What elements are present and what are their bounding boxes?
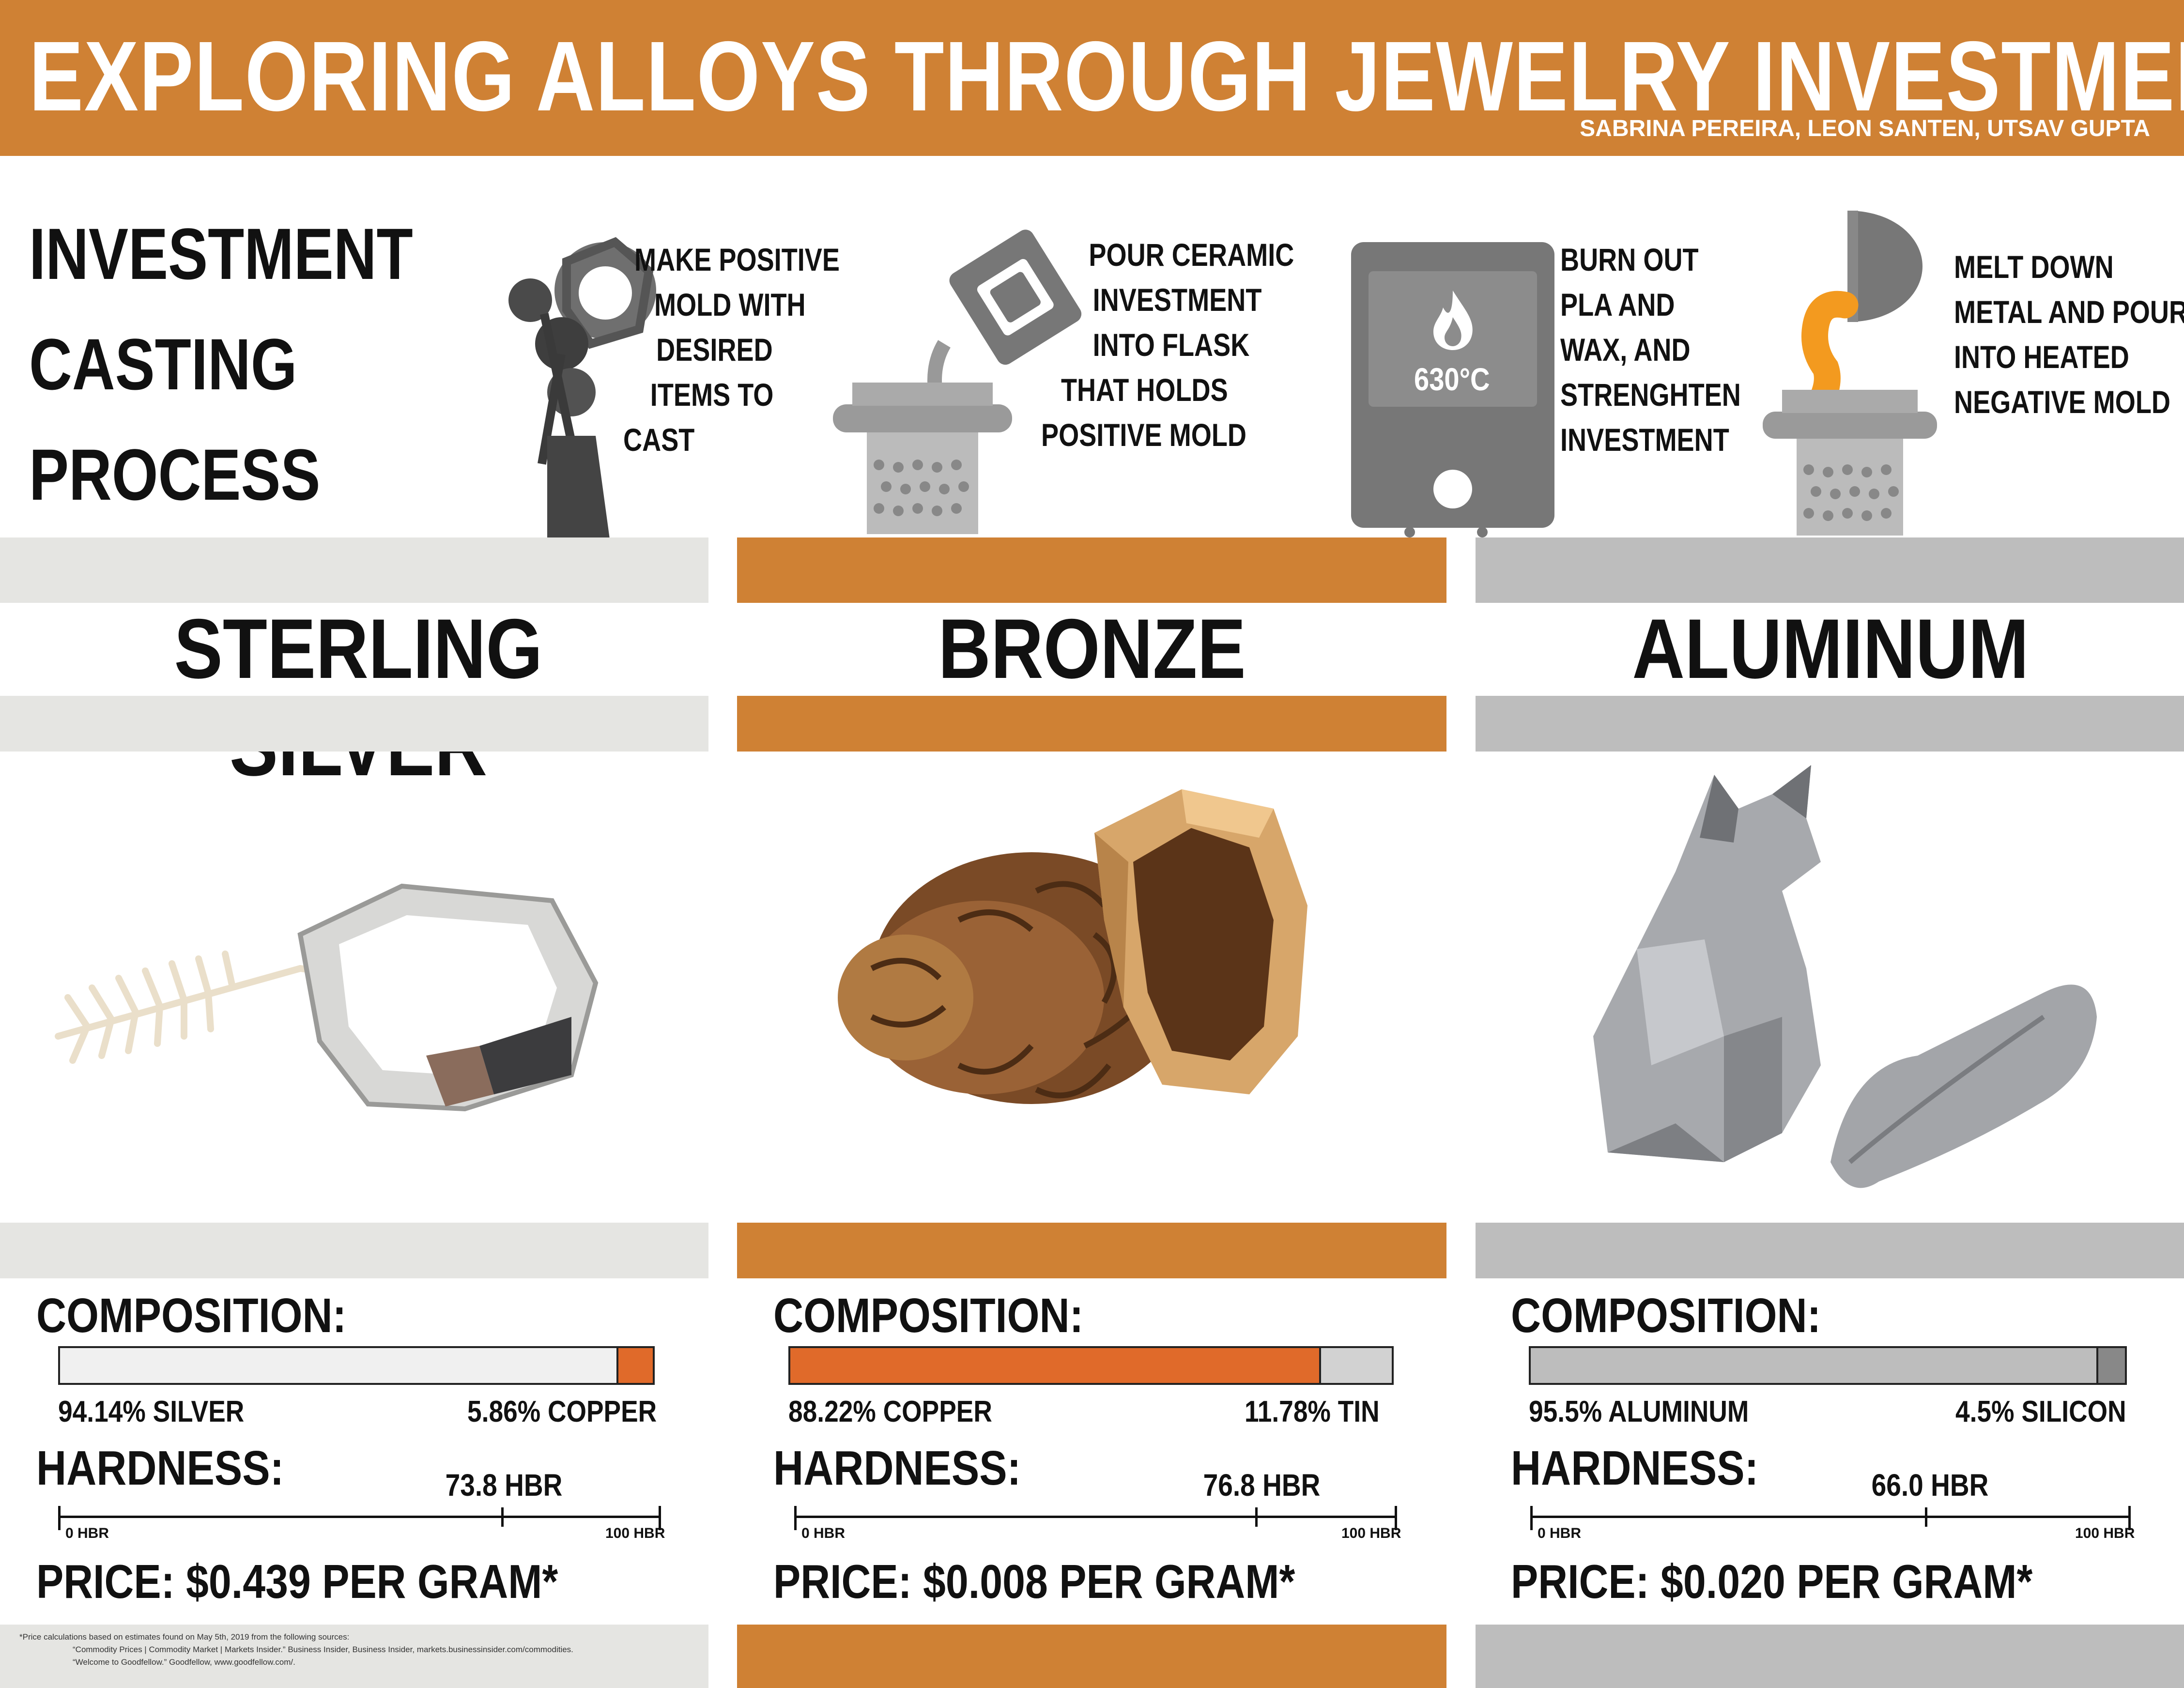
composition-label-aluminum: 95.5% ALUMINUM <box>1529 1395 1749 1428</box>
kiln-foot <box>1477 527 1488 537</box>
scale-max-tick <box>2128 1506 2131 1530</box>
alloy-name-bronze: BRONZE <box>938 602 1246 696</box>
aluminum-band-mid <box>1476 696 2184 752</box>
step-3-text: BURN OUT PLA AND WAX, AND STRENGHTEN INV… <box>1560 242 1741 458</box>
bronze-band-top <box>737 537 1446 603</box>
price-footnote: *Price calculations based on estimates f… <box>19 1632 573 1667</box>
silver-band-bottom <box>0 1223 708 1278</box>
composition-label-silicon: 4.5% SILICON <box>1955 1395 2126 1428</box>
composition-label-copper: 5.86% COPPER <box>467 1395 657 1428</box>
page-title: EXPLORING ALLOYS THROUGH JEWELRY INVESTM… <box>29 21 2184 132</box>
kiln-temperature: 630°C <box>1414 361 1490 397</box>
scale-max-label: 100 HBR <box>2075 1525 2135 1541</box>
hardness-value-aluminum: 66.0 HBR <box>1871 1468 1989 1503</box>
price-aluminum: PRICE: $0.020 PER GRAM* <box>1511 1555 2033 1608</box>
scale-min-label: 0 HBR <box>65 1525 109 1541</box>
process-title: INVESTMENT CASTING PROCESS <box>29 199 413 530</box>
hardness-scale-aluminum <box>1530 1516 2131 1518</box>
composition-segment-silicon <box>2096 1348 2125 1383</box>
composition-bar-bronze <box>788 1346 1394 1385</box>
kiln-icon: 630°C <box>1351 242 1554 528</box>
aluminum-fox-leaf-photo <box>1593 765 2097 1188</box>
composition-segment-aluminum <box>1531 1348 2096 1383</box>
composition-segment-tin <box>1319 1348 1392 1383</box>
bronze-band-footer <box>737 1625 1446 1688</box>
hardness-value-bronze: 76.8 HBR <box>1203 1468 1321 1503</box>
scale-max-tick <box>1395 1506 1397 1530</box>
bronze-band-mid <box>737 696 1446 752</box>
silver-band-mid <box>0 696 708 752</box>
aluminum-band-footer <box>1476 1625 2184 1688</box>
hardness-marker-aluminum <box>1925 1507 1928 1527</box>
hardness-scale-silver <box>58 1516 661 1518</box>
bronze-band-bottom <box>737 1223 1446 1278</box>
composition-segment-copper <box>790 1348 1320 1383</box>
step-1-text: MAKE POSITIVE MOLD WITH DESIRED ITEMS TO… <box>623 242 840 458</box>
kiln-foot <box>1404 527 1415 537</box>
kiln-knob <box>1433 470 1472 508</box>
scale-max-tick <box>659 1506 661 1530</box>
composition-label-copper: 88.22% COPPER <box>788 1395 992 1428</box>
hardness-heading-aluminum: HARDNESS: <box>1511 1441 1759 1495</box>
price-bronze: PRICE: $0.008 PER GRAM* <box>773 1555 1295 1608</box>
step-4-text: MELT DOWN METAL AND POUR INTO HEATED NEG… <box>1954 249 2184 420</box>
pour-metal-icon <box>1763 211 1937 536</box>
composition-bar-silver <box>58 1346 655 1385</box>
hardness-heading-bronze: HARDNESS: <box>773 1441 1021 1495</box>
scale-max-label: 100 HBR <box>1341 1525 1401 1541</box>
process-title-line: CASTING <box>29 323 297 405</box>
header-banner <box>0 0 2184 156</box>
positive-mold-icon <box>508 237 656 542</box>
composition-segment-copper <box>616 1348 653 1383</box>
composition-heading-bronze: COMPOSITION: <box>773 1289 1084 1343</box>
step-2-text: POUR CERAMIC INVESTMENT INTO FLASK THAT … <box>1041 237 1294 453</box>
silver-band-top <box>0 537 708 603</box>
alloy-name-aluminum: ALUMINUM <box>1632 602 2029 696</box>
hardness-value-silver: 73.8 HBR <box>445 1468 563 1503</box>
hardness-marker-silver <box>501 1507 504 1527</box>
composition-heading-silver: COMPOSITION: <box>36 1289 347 1343</box>
scale-max-label: 100 HBR <box>605 1525 665 1541</box>
scale-min-label: 0 HBR <box>801 1525 846 1541</box>
scale-min-tick <box>794 1506 797 1530</box>
flame-icon <box>1433 291 1473 350</box>
authors: SABRINA PEREIRA, LEON SANTEN, UTSAV GUPT… <box>1580 116 2150 141</box>
process-title-line: PROCESS <box>29 434 321 515</box>
scale-min-tick <box>1530 1506 1533 1530</box>
price-silver: PRICE: $0.439 PER GRAM* <box>36 1555 558 1608</box>
silver-ring-photo <box>55 883 599 1112</box>
pour-investment-icon <box>833 230 1082 534</box>
hardness-marker-bronze <box>1255 1507 1258 1527</box>
scale-min-tick <box>58 1506 61 1530</box>
aluminum-band-top <box>1476 537 2184 603</box>
composition-bar-aluminum <box>1529 1346 2127 1385</box>
composition-heading-aluminum: COMPOSITION: <box>1511 1289 1821 1343</box>
bronze-ring-pinecone-photo <box>838 789 1307 1104</box>
composition-segment-silver <box>60 1348 616 1383</box>
process-title-line: INVESTMENT <box>29 213 413 294</box>
composition-label-silver: 94.14% SILVER <box>58 1395 245 1428</box>
silver-band-footer <box>0 1625 708 1688</box>
scale-min-label: 0 HBR <box>1538 1525 1582 1541</box>
hardness-heading-silver: HARDNESS: <box>36 1441 284 1495</box>
hardness-scale-bronze <box>794 1516 1397 1518</box>
composition-label-tin: 11.78% TIN <box>1245 1395 1380 1428</box>
aluminum-band-bottom <box>1476 1223 2184 1278</box>
